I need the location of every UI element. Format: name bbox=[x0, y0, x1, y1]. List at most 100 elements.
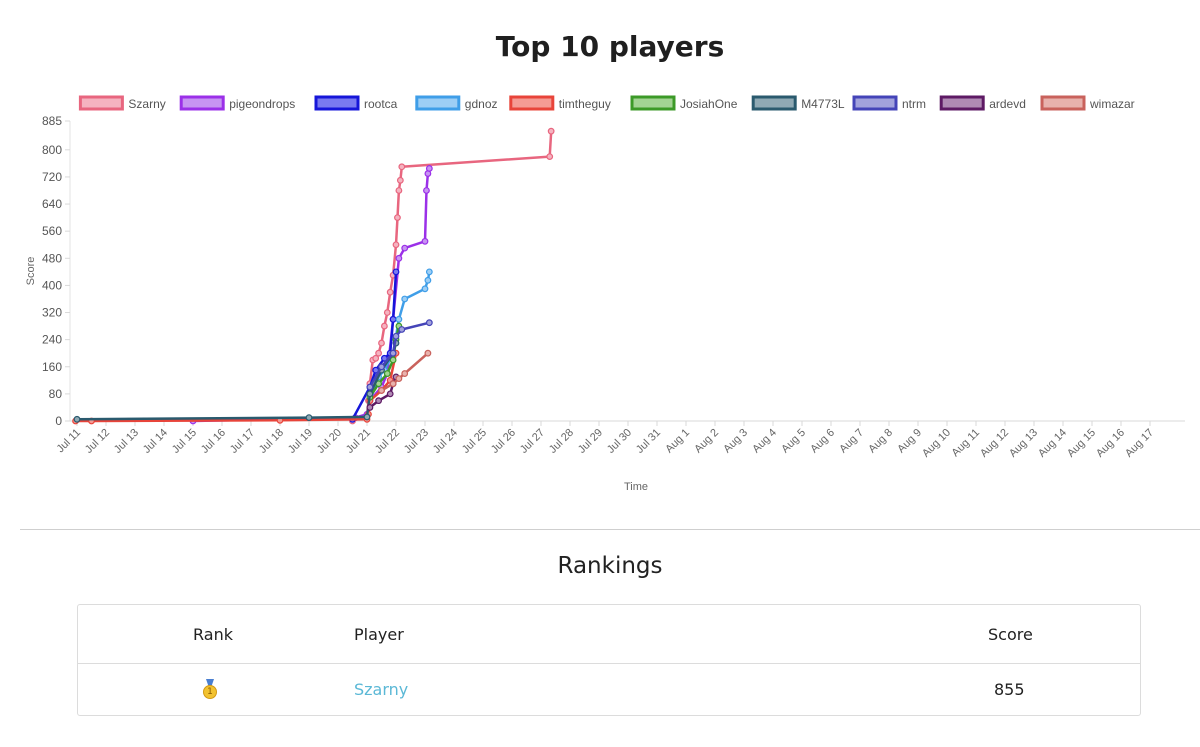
legend-swatch-Szarny bbox=[78, 95, 124, 111]
data-point-M4773L bbox=[363, 413, 371, 421]
data-point-Szarny bbox=[547, 127, 555, 135]
data-point-JosiahOne bbox=[389, 356, 397, 364]
y-tick-label: 400 bbox=[42, 278, 62, 292]
gold-medal-icon: 1 bbox=[203, 679, 217, 701]
legend-swatch-timtheguy bbox=[509, 95, 555, 111]
data-point-JosiahOne bbox=[383, 370, 391, 377]
legend-swatch-ardevd bbox=[939, 95, 985, 111]
section-divider bbox=[20, 529, 1200, 530]
data-point-pigeondrops bbox=[423, 187, 430, 194]
x-tick-label: Jul 31 bbox=[634, 427, 663, 456]
x-tick-label: Jul 25 bbox=[460, 427, 489, 456]
x-tick-label: Jul 26 bbox=[489, 427, 518, 456]
x-tick-label: Jul 13 bbox=[112, 427, 141, 456]
legend-swatch-JosiahOne bbox=[630, 95, 676, 111]
legend-swatch-M4773L bbox=[751, 95, 797, 111]
data-point-ntrm bbox=[389, 349, 397, 357]
x-tick-label: Jul 12 bbox=[83, 427, 112, 456]
x-tick-label: Jul 14 bbox=[141, 427, 170, 456]
y-tick-label: 560 bbox=[42, 224, 62, 238]
player-score: 855 bbox=[994, 680, 1025, 699]
data-point-Szarny bbox=[396, 176, 404, 184]
data-point-Szarny bbox=[398, 163, 406, 171]
data-point-Szarny bbox=[378, 339, 385, 347]
rankings-table: Rank Player Score 1 Szarny 855 bbox=[77, 604, 1141, 716]
x-tick-label: Jul 24 bbox=[431, 427, 460, 456]
legend-label-timtheguy: timtheguy bbox=[559, 97, 611, 111]
legend-swatch-wimazar bbox=[1040, 95, 1086, 111]
data-point-ardevd bbox=[366, 404, 374, 411]
data-point-wimazar bbox=[378, 387, 385, 394]
data-point-rootca bbox=[389, 315, 397, 323]
legend-label-gdnoz: gdnoz bbox=[465, 97, 498, 111]
data-point-ntrm bbox=[398, 326, 406, 333]
x-tick-label: Aug 10 bbox=[920, 427, 953, 460]
data-point-gdnoz bbox=[401, 295, 409, 303]
data-point-gdnoz bbox=[425, 268, 433, 276]
x-tick-label: Aug 8 bbox=[866, 427, 895, 456]
x-tick-label: Jul 20 bbox=[315, 427, 344, 456]
series-line-M4773L bbox=[76, 342, 398, 421]
data-point-Szarny bbox=[375, 349, 383, 357]
data-point-gdnoz bbox=[424, 276, 432, 284]
x-tick-label: Jul 11 bbox=[54, 427, 83, 456]
data-point-M4773L bbox=[305, 414, 313, 422]
x-tick-label: Jul 16 bbox=[199, 427, 228, 456]
data-point-Szarny bbox=[395, 187, 403, 194]
y-tick-label: 80 bbox=[49, 387, 63, 401]
data-point-pigeondrops bbox=[401, 244, 409, 252]
x-tick-label: Aug 4 bbox=[750, 427, 779, 456]
x-tick-label: Aug 1 bbox=[663, 427, 692, 456]
legend-label-ntrm: ntrm bbox=[902, 97, 926, 111]
series-line-timtheguy bbox=[75, 352, 398, 423]
player-column-header: Player bbox=[354, 625, 404, 644]
data-point-pigeondrops bbox=[425, 165, 433, 172]
legend-label-wimazar: wimazar bbox=[1089, 97, 1135, 111]
y-axis-label: Score bbox=[25, 257, 37, 286]
y-tick-label: 160 bbox=[42, 360, 62, 374]
data-point-ntrm bbox=[366, 383, 374, 391]
x-tick-label: Aug 3 bbox=[721, 427, 750, 456]
data-point-ntrm bbox=[392, 332, 400, 340]
y-tick-label: 720 bbox=[42, 170, 62, 184]
legend-label-ardevd: ardevd bbox=[989, 97, 1026, 111]
data-point-pigeondrops bbox=[421, 237, 429, 245]
data-point-ardevd bbox=[375, 397, 383, 405]
data-point-Szarny bbox=[386, 288, 394, 296]
x-tick-label: Aug 12 bbox=[978, 427, 1011, 460]
legend-label-pigeondrops: pigeondrops bbox=[229, 97, 295, 111]
x-tick-label: Aug 15 bbox=[1065, 427, 1098, 460]
y-tick-label: 240 bbox=[42, 333, 62, 347]
legend-swatch-gdnoz bbox=[415, 95, 461, 111]
y-tick-label: 885 bbox=[42, 114, 62, 128]
y-tick-label: 640 bbox=[42, 197, 62, 211]
data-point-pigeondrops bbox=[395, 254, 403, 262]
chart-plot-area bbox=[72, 127, 555, 425]
legend-swatch-ntrm bbox=[852, 95, 898, 111]
data-point-gdnoz bbox=[421, 285, 429, 293]
x-tick-label: Aug 7 bbox=[837, 427, 866, 456]
x-tick-label: Jul 15 bbox=[170, 427, 199, 456]
data-point-rootca bbox=[392, 268, 400, 276]
data-point-Szarny bbox=[394, 214, 401, 222]
player-link[interactable]: Szarny bbox=[354, 680, 409, 699]
x-tick-label: Jul 23 bbox=[402, 427, 431, 456]
data-point-M4773L bbox=[366, 390, 374, 398]
x-tick-label: Jul 17 bbox=[228, 427, 257, 456]
x-tick-label: Jul 22 bbox=[373, 427, 402, 456]
rankings-title: Rankings bbox=[557, 553, 663, 579]
data-point-Szarny bbox=[381, 322, 388, 330]
data-point-Szarny bbox=[372, 354, 380, 362]
data-point-wimazar bbox=[401, 370, 409, 377]
legend-label-Szarny: Szarny bbox=[128, 97, 165, 111]
x-tick-label: Aug 17 bbox=[1123, 427, 1156, 460]
data-point-gdnoz bbox=[395, 315, 403, 323]
data-point-ntrm bbox=[425, 319, 433, 327]
y-tick-label: 0 bbox=[55, 414, 62, 428]
series-line-ntrm bbox=[368, 321, 430, 388]
x-tick-label: Jul 27 bbox=[518, 427, 547, 456]
x-tick-label: Aug 6 bbox=[808, 427, 837, 456]
chart-legend: Szarny pigeondrops rootca gdnoz timtheguy Jos… bbox=[78, 95, 1135, 111]
table-row: 1 Szarny 855 bbox=[78, 663, 1140, 716]
